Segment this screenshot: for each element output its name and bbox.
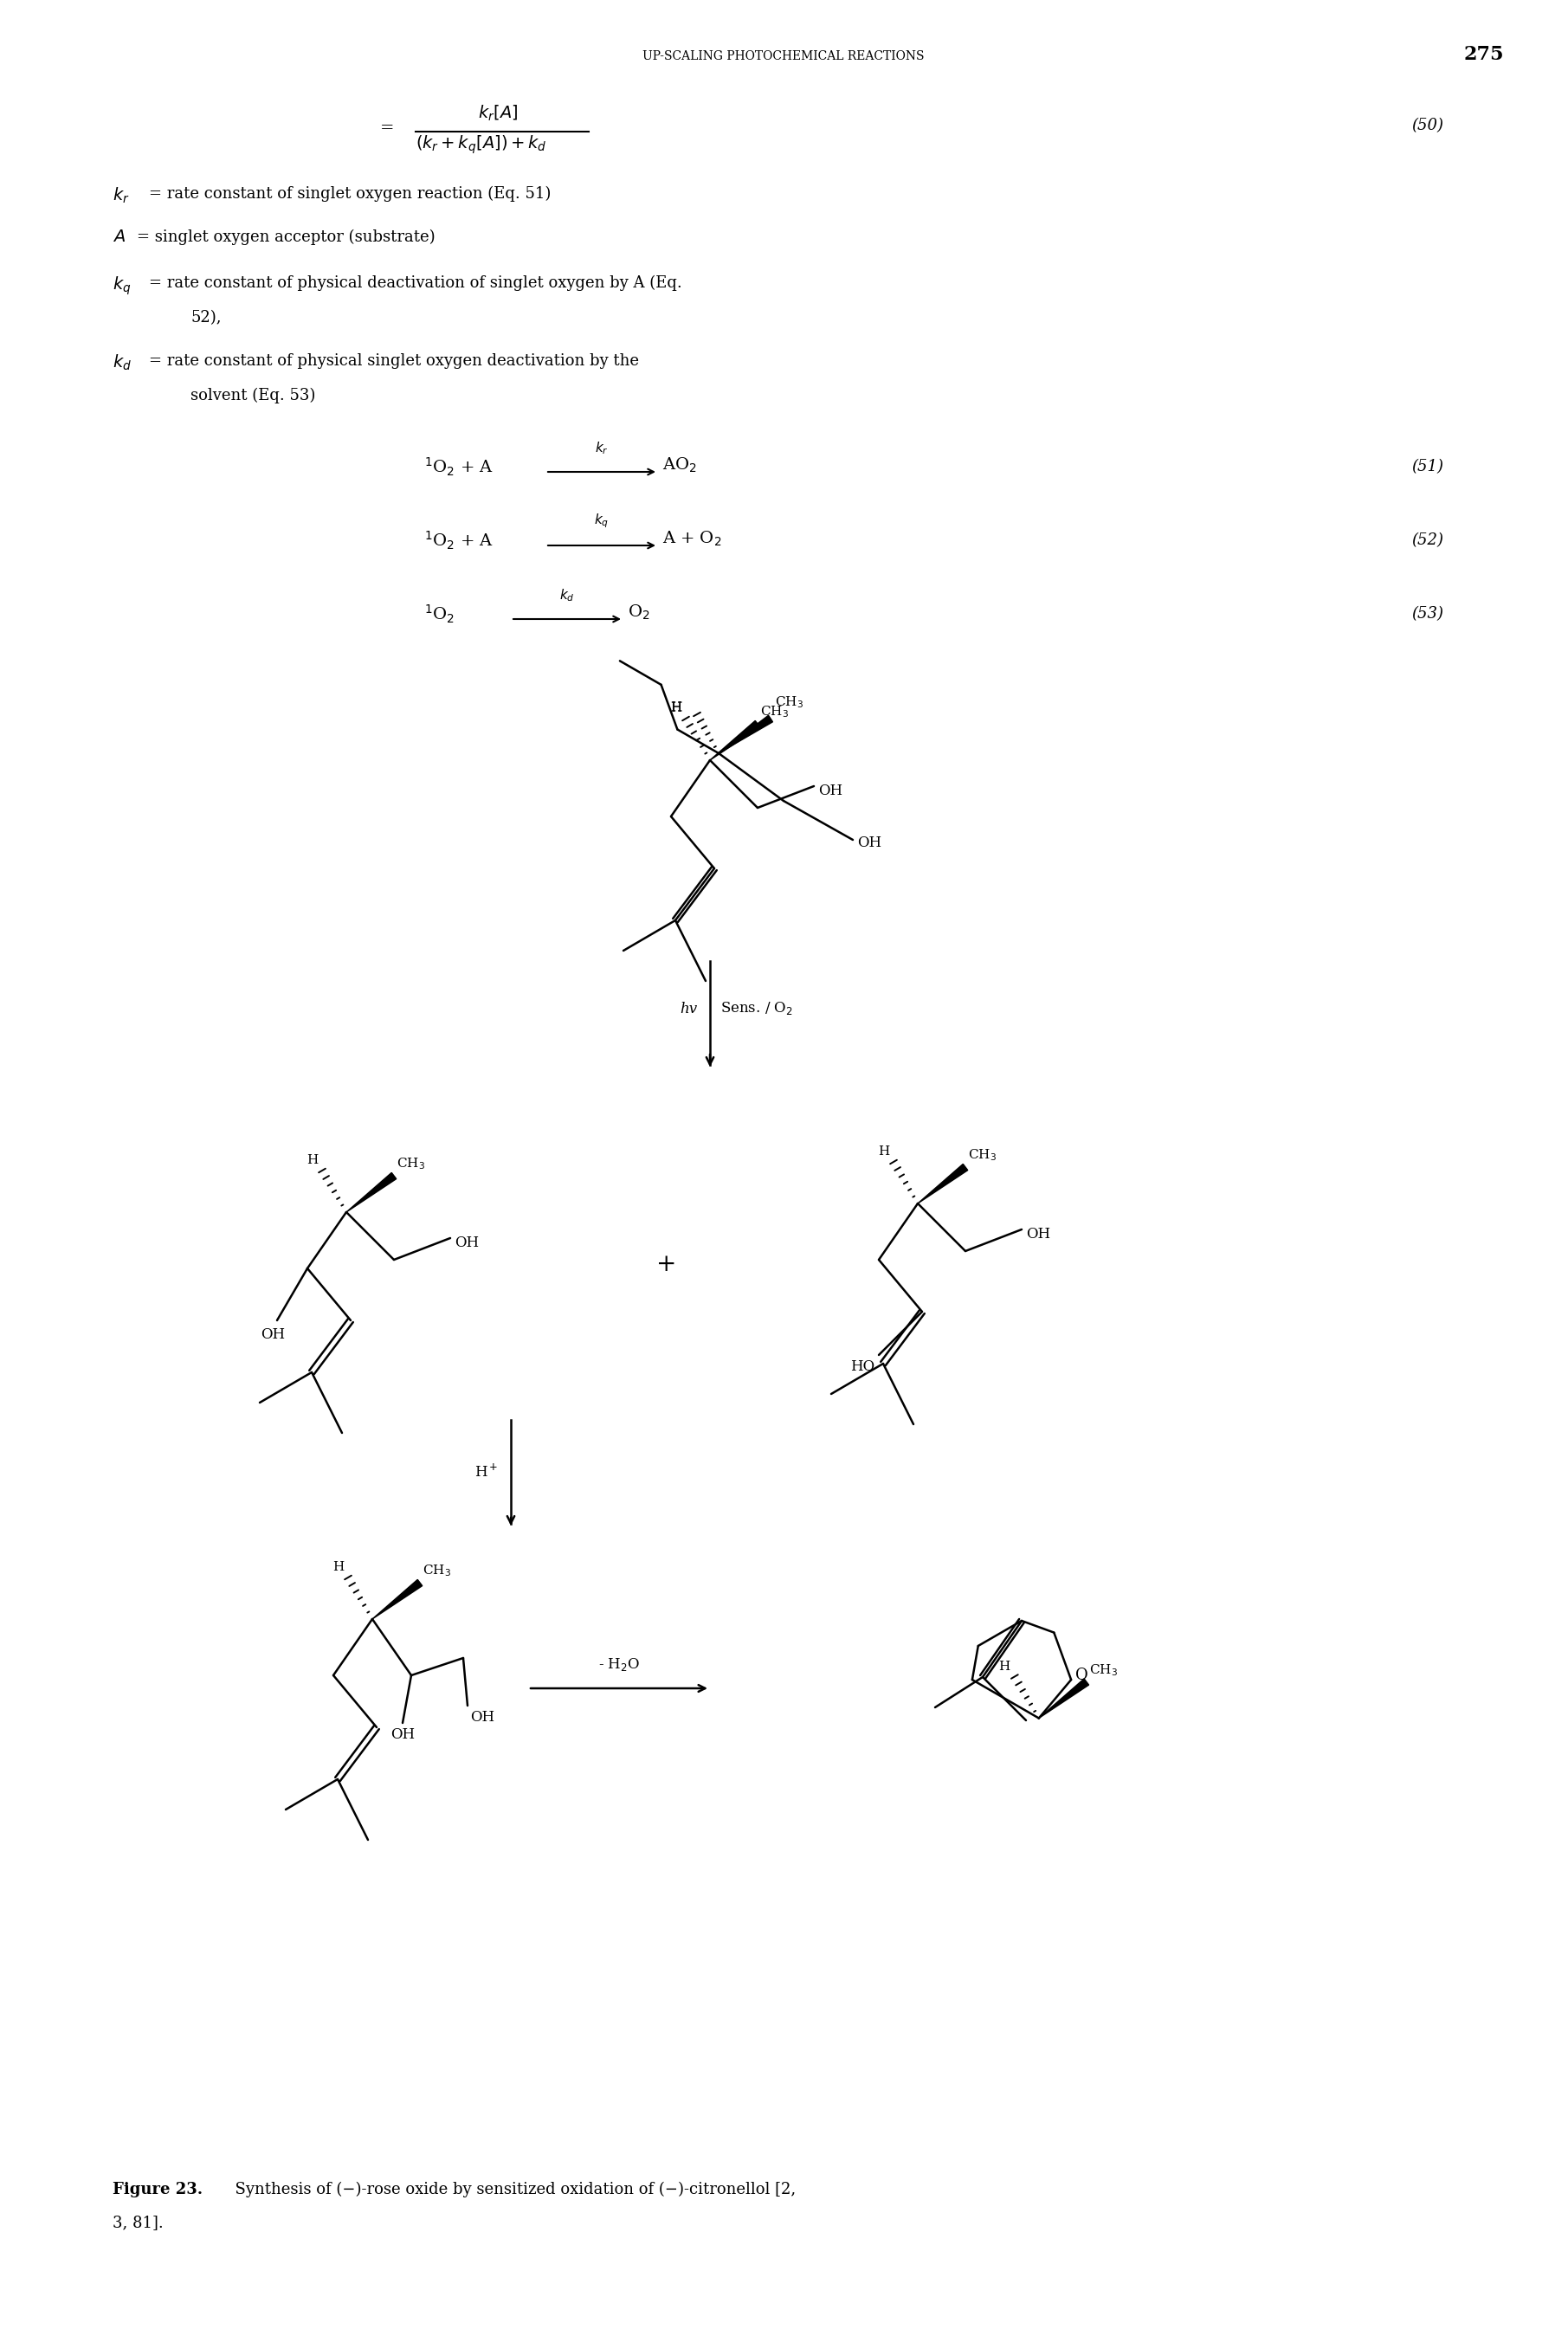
Text: CH$_3$: CH$_3$ <box>760 705 789 719</box>
Text: OH: OH <box>1025 1227 1051 1241</box>
Text: (51): (51) <box>1411 459 1443 475</box>
Polygon shape <box>710 721 760 761</box>
Text: $k_r$: $k_r$ <box>594 440 608 457</box>
Text: $k_q$: $k_q$ <box>113 276 132 297</box>
Text: Synthesis of (−)-rose oxide by sensitized oxidation of (−)-citronellol [2,: Synthesis of (−)-rose oxide by sensitize… <box>226 2183 797 2197</box>
Text: OH: OH <box>818 782 842 799</box>
Text: (52): (52) <box>1411 532 1443 548</box>
Text: +: + <box>657 1253 677 1276</box>
Text: $k_q$: $k_q$ <box>594 513 610 529</box>
Text: 52),: 52), <box>190 309 221 326</box>
Text: hv: hv <box>679 1002 698 1016</box>
Text: Figure 23.: Figure 23. <box>113 2183 202 2197</box>
Text: $k_r$: $k_r$ <box>113 185 130 206</box>
Text: UP-SCALING PHOTOCHEMICAL REACTIONS: UP-SCALING PHOTOCHEMICAL REACTIONS <box>643 49 925 63</box>
Text: = singlet oxygen acceptor (substrate): = singlet oxygen acceptor (substrate) <box>136 230 436 246</box>
Text: $k_d$: $k_d$ <box>560 588 575 604</box>
Text: CH$_3$: CH$_3$ <box>775 696 803 710</box>
Polygon shape <box>917 1164 967 1204</box>
Text: H: H <box>670 700 682 714</box>
Text: O: O <box>1076 1668 1088 1684</box>
Text: = rate constant of singlet oxygen reaction (Eq. 51): = rate constant of singlet oxygen reacti… <box>149 185 550 201</box>
Text: H: H <box>670 703 682 714</box>
Text: OH: OH <box>390 1728 416 1742</box>
Text: $k_r[A]$: $k_r[A]$ <box>478 103 517 122</box>
Text: CH$_3$: CH$_3$ <box>967 1148 997 1162</box>
Text: Sens. / O$_2$: Sens. / O$_2$ <box>720 1000 793 1016</box>
Text: H: H <box>878 1145 889 1157</box>
Polygon shape <box>347 1173 397 1213</box>
Text: OH: OH <box>260 1328 285 1342</box>
Text: H$^+$: H$^+$ <box>474 1464 499 1480</box>
Text: - H$_2$O: - H$_2$O <box>599 1656 640 1672</box>
Text: OH: OH <box>470 1710 494 1724</box>
Text: = rate constant of physical deactivation of singlet oxygen by A (Eq.: = rate constant of physical deactivation… <box>149 276 682 290</box>
Text: $A$: $A$ <box>113 230 125 246</box>
Text: A + O$_2$: A + O$_2$ <box>662 529 721 548</box>
Text: OH: OH <box>455 1234 478 1251</box>
Text: solvent (Eq. 53): solvent (Eq. 53) <box>190 389 315 403</box>
Text: CH$_3$: CH$_3$ <box>422 1562 452 1579</box>
Text: OH: OH <box>858 836 881 850</box>
Text: $^1$O$_2$ + A: $^1$O$_2$ + A <box>425 529 494 553</box>
Text: $^1$O$_2$ + A: $^1$O$_2$ + A <box>425 457 494 478</box>
Text: AO$_2$: AO$_2$ <box>662 457 696 475</box>
Text: CH$_3$: CH$_3$ <box>397 1157 425 1171</box>
Polygon shape <box>1040 1679 1088 1719</box>
Text: (53): (53) <box>1411 607 1443 621</box>
Polygon shape <box>718 714 773 754</box>
Text: (50): (50) <box>1411 117 1443 133</box>
Text: H: H <box>999 1660 1010 1672</box>
Text: $^1$O$_2$: $^1$O$_2$ <box>425 604 455 625</box>
Text: = rate constant of physical singlet oxygen deactivation by the: = rate constant of physical singlet oxyg… <box>149 354 640 368</box>
Text: CH$_3$: CH$_3$ <box>1090 1663 1118 1677</box>
Text: O$_2$: O$_2$ <box>627 604 649 623</box>
Text: $(k_r + k_q[A]) + k_d$: $(k_r + k_q[A]) + k_d$ <box>416 133 547 157</box>
Text: 3, 81].: 3, 81]. <box>113 2216 163 2230</box>
Text: H: H <box>306 1155 318 1166</box>
Text: H: H <box>332 1562 343 1574</box>
Text: $k_d$: $k_d$ <box>113 354 132 372</box>
Polygon shape <box>372 1579 422 1618</box>
Text: 275: 275 <box>1463 44 1504 63</box>
Text: =: = <box>379 119 394 136</box>
Text: HO: HO <box>850 1358 875 1375</box>
